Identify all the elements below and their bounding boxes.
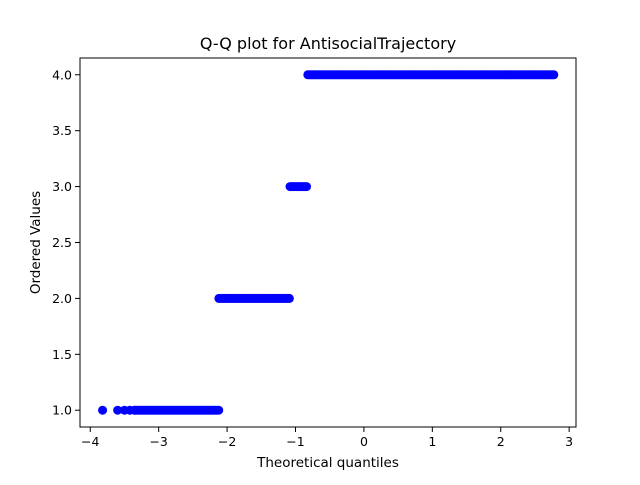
x-tick-label: −4 <box>81 434 99 449</box>
y-tick-label: 3.5 <box>52 123 72 138</box>
x-tick-label: 3 <box>565 434 573 449</box>
x-tick-label: −3 <box>149 434 167 449</box>
data-point <box>549 70 559 80</box>
x-axis-label: Theoretical quantiles <box>256 455 399 471</box>
x-tick-label: −1 <box>286 434 304 449</box>
data-point <box>98 405 108 415</box>
x-axis-ticks: −4 −3 −2 −1 0 1 2 3 <box>81 427 573 449</box>
y-axis-ticks: 1.0 1.5 2.0 2.5 3.0 3.5 4.0 <box>52 67 80 418</box>
x-tick-label: 0 <box>360 434 368 449</box>
data-point <box>284 293 294 303</box>
y-tick-label: 1.0 <box>52 403 72 418</box>
data-markers <box>98 70 559 415</box>
x-tick-label: 1 <box>428 434 436 449</box>
data-point <box>302 182 312 192</box>
y-tick-label: 2.0 <box>52 291 72 306</box>
y-axis-label: Ordered Values <box>28 191 44 294</box>
x-tick-label: −2 <box>218 434 236 449</box>
y-tick-label: 2.5 <box>52 235 72 250</box>
plot-frame <box>79 57 577 428</box>
y-tick-label: 4.0 <box>52 67 72 82</box>
x-tick-label: 2 <box>497 434 505 449</box>
y-tick-label: 1.5 <box>52 347 72 362</box>
chart-title: Q-Q plot for AntisocialTrajectory <box>200 34 456 53</box>
data-point <box>214 405 224 415</box>
y-tick-label: 3.0 <box>52 179 72 194</box>
data-point <box>113 405 123 415</box>
